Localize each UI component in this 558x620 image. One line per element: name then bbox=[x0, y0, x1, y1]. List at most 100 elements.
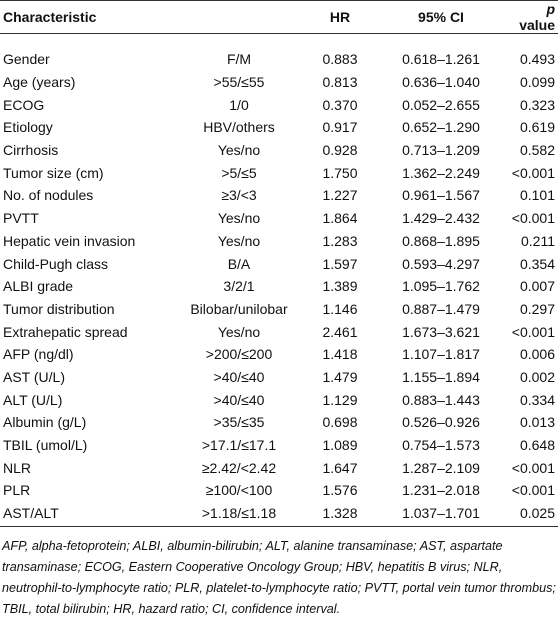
table-cell: 0.754–1.573 bbox=[402, 437, 480, 454]
table-cell: 1.362–2.249 bbox=[402, 164, 480, 181]
table-cell: 1.155–1.894 bbox=[402, 368, 480, 385]
table-cell: 1.328 bbox=[302, 501, 378, 528]
results-table: Characteristic HR 95% CI p value Gender F… bbox=[0, 0, 558, 528]
table-cell: 1.089 bbox=[322, 437, 358, 454]
table-cell: Hepatic vein invasion bbox=[3, 232, 136, 249]
header-cell: p value bbox=[504, 0, 558, 34]
table-cell: 1.283 bbox=[322, 232, 358, 249]
table-cell: >40/≤40 bbox=[213, 391, 265, 408]
table-row: Age (years) >55/≤55 0.813 0.636–1.040 0.099 bbox=[0, 71, 558, 94]
table-cell: 1.129 bbox=[322, 391, 358, 408]
table-cell: Bilobar/unilobar bbox=[190, 300, 288, 317]
table-row: Cirrhosis Yes/no 0.928 0.713–1.209 0.582 bbox=[0, 139, 558, 162]
table-cell: Yes/no bbox=[217, 210, 261, 227]
table-cell: 0.619 bbox=[519, 119, 555, 136]
table-row: Tumor distribution Bilobar/unilobar 1.146 0… bbox=[0, 298, 558, 321]
table-row: Tumor size (cm) >5/≤5 1.750 1.362–2.249 <0.0… bbox=[0, 161, 558, 184]
table-row: PVTT Yes/no 1.864 1.429–2.432 <0.001 bbox=[0, 207, 558, 230]
table-row: Extrahepatic spread Yes/no 2.461 1.673–3.62… bbox=[0, 320, 558, 343]
table-cell: 0.917 bbox=[322, 119, 358, 136]
table-row: Child-Pugh class B/A 1.597 0.593–4.297 0.354 bbox=[0, 252, 558, 275]
table-cell: TBIL (umol/L) bbox=[3, 437, 88, 454]
table-cell: 1.037–1.701 bbox=[378, 501, 504, 528]
table-cell: ≥3/<3 bbox=[221, 187, 257, 204]
table-cell: 0.636–1.040 bbox=[402, 74, 480, 91]
table-cell: >5/≤5 bbox=[221, 164, 257, 181]
header-row: Characteristic HR 95% CI p value bbox=[0, 0, 558, 34]
table-cell: <0.001 bbox=[511, 323, 555, 340]
table-cell: >1.18/≤1.18 bbox=[176, 501, 302, 528]
table-cell: PLR bbox=[3, 482, 31, 499]
table-cell: 0.883 bbox=[322, 51, 358, 68]
table-cell: Extrahepatic spread bbox=[3, 323, 128, 340]
table-cell: 0.323 bbox=[519, 96, 555, 113]
table-cell: 0.713–1.209 bbox=[402, 142, 480, 159]
header-text: value bbox=[519, 17, 555, 33]
table-cell: 1.389 bbox=[322, 278, 358, 295]
table-cell: AFP (ng/dl) bbox=[3, 346, 74, 363]
header-cell: HR bbox=[302, 0, 378, 34]
table-cell: <0.001 bbox=[511, 210, 555, 227]
table-cell: <0.001 bbox=[511, 164, 555, 181]
table-cell: <0.001 bbox=[511, 459, 555, 476]
table-row: No. of nodules ≥3/<3 1.227 0.961–1.567 0.101 bbox=[0, 184, 558, 207]
table-cell: NLR bbox=[3, 459, 32, 476]
table-cell: 1.576 bbox=[322, 482, 358, 499]
table-cell: Child-Pugh class bbox=[3, 255, 109, 272]
table-cell: 0.334 bbox=[519, 391, 555, 408]
table-cell: 1.095–1.762 bbox=[402, 278, 480, 295]
table-cell: B/A bbox=[227, 255, 251, 272]
table-row: Etiology HBV/others 0.917 0.652–1.290 0.619 bbox=[0, 116, 558, 139]
table-cell: No. of nodules bbox=[3, 187, 94, 204]
table-row: ALT (U/L) >40/≤40 1.129 0.883–1.443 0.334 bbox=[0, 388, 558, 411]
table-cell: ALT (U/L) bbox=[3, 391, 63, 408]
table-cell: 1.107–1.817 bbox=[402, 346, 480, 363]
table-cell: ≥100/<100 bbox=[205, 482, 273, 499]
table-cell: 0.648 bbox=[519, 437, 555, 454]
table-row: AST/ALT >1.18/≤1.18 1.328 1.037–1.701 0.025 bbox=[0, 501, 558, 528]
table-cell: 1.750 bbox=[322, 164, 358, 181]
table-row: ALBI grade 3/2/1 1.389 1.095–1.762 0.007 bbox=[0, 275, 558, 298]
table-cell: 0.006 bbox=[519, 346, 555, 363]
table-cell: Yes/no bbox=[217, 232, 261, 249]
table-cell: >200/≤200 bbox=[205, 346, 273, 363]
table-cell: Albumin (g/L) bbox=[3, 414, 87, 431]
table-cell: 1.429–2.432 bbox=[402, 210, 480, 227]
footnote: AFP, alpha-fetoprotein; ALBI, albumin-bi… bbox=[2, 539, 556, 617]
header-italic: p bbox=[546, 1, 555, 17]
table-cell: 1/0 bbox=[229, 96, 249, 113]
table-cell: >17.1/≤17.1 bbox=[201, 437, 277, 454]
table-header: Characteristic HR 95% CI p value bbox=[0, 0, 558, 34]
header-cell bbox=[176, 0, 302, 34]
table-row: Gender F/M 0.883 0.618–1.261 0.493 bbox=[0, 34, 558, 71]
table-cell: ECOG bbox=[3, 96, 45, 113]
table-cell: 0.052–2.655 bbox=[402, 96, 480, 113]
table-cell: Gender bbox=[3, 51, 50, 68]
table-cell: 0.002 bbox=[519, 368, 555, 385]
table-cell: 0.698 bbox=[322, 414, 358, 431]
table-row: TBIL (umol/L) >17.1/≤17.1 1.089 0.754–1.573… bbox=[0, 434, 558, 457]
table-cell: 0.297 bbox=[519, 300, 555, 317]
table-cell: >35/≤35 bbox=[213, 414, 265, 431]
table-cell: Age (years) bbox=[3, 74, 76, 91]
table-cell: 0.887–1.479 bbox=[402, 300, 480, 317]
table-cell: 0.593–4.297 bbox=[402, 255, 480, 272]
table-cell: 0.211 bbox=[521, 232, 555, 249]
table-cell: 0.370 bbox=[322, 96, 358, 113]
table-cell: Tumor size (cm) bbox=[3, 164, 104, 181]
table-cell: 0.961–1.567 bbox=[402, 187, 480, 204]
table-cell: Yes/no bbox=[217, 142, 261, 159]
table-row: PLR ≥100/<100 1.576 1.231–2.018 <0.001 bbox=[0, 479, 558, 502]
table-cell: ALBI grade bbox=[3, 278, 74, 295]
table-cell: 0.526–0.926 bbox=[402, 414, 480, 431]
table-cell: 0.013 bbox=[519, 414, 555, 431]
table-cell: 1.418 bbox=[322, 346, 358, 363]
table-row: AFP (ng/dl) >200/≤200 1.418 1.107–1.817 0.00… bbox=[0, 343, 558, 366]
table-cell: 0.101 bbox=[519, 187, 555, 204]
table-cell: AST/ALT bbox=[0, 501, 176, 528]
table-cell: 1.597 bbox=[322, 255, 358, 272]
table-cell: PVTT bbox=[3, 210, 39, 227]
table-cell: Cirrhosis bbox=[3, 142, 59, 159]
table-cell: Etiology bbox=[3, 119, 53, 136]
